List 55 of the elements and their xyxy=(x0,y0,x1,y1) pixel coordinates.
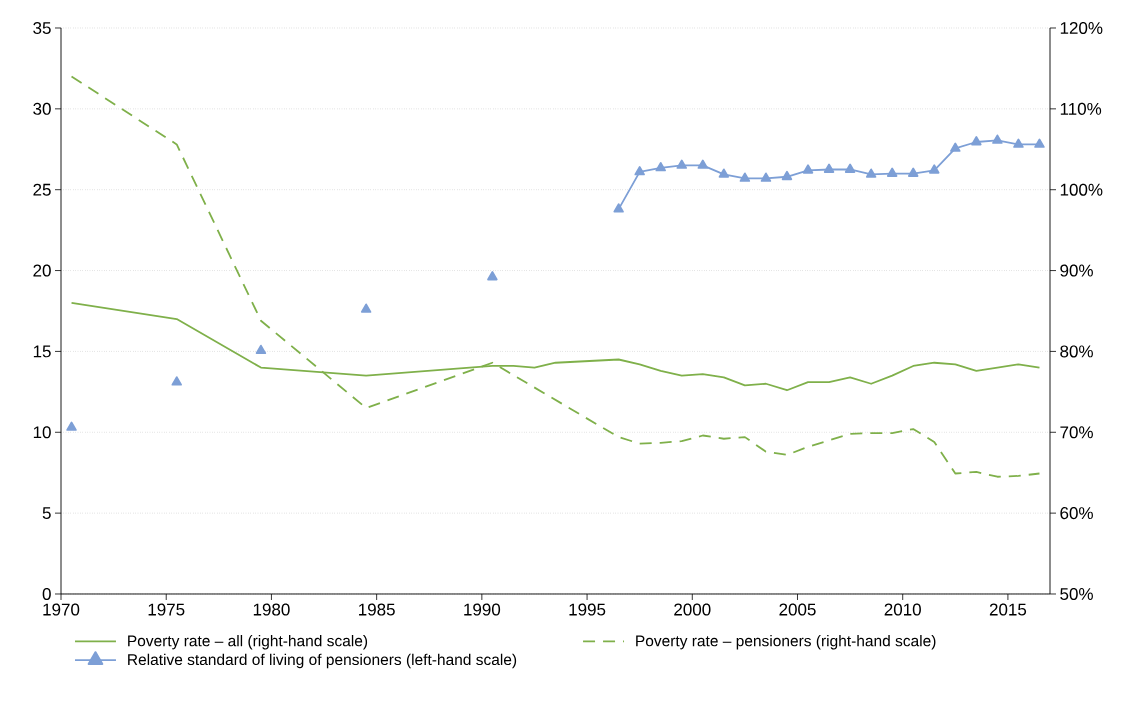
point xyxy=(886,167,898,177)
y2-tick-label: 80% xyxy=(1060,345,1093,358)
y2-tick-label: 100% xyxy=(1060,183,1103,196)
point xyxy=(255,344,267,355)
y-tick-label: 20 xyxy=(33,264,51,277)
point xyxy=(171,376,182,386)
point xyxy=(908,167,919,177)
x-tick-label: 1985 xyxy=(359,603,395,616)
point xyxy=(950,142,961,152)
point xyxy=(487,271,498,281)
point xyxy=(613,203,624,213)
point xyxy=(66,421,77,431)
point xyxy=(865,168,877,178)
point xyxy=(718,168,730,178)
y-tick-label: 5 xyxy=(42,507,51,520)
x-tick-label: 2005 xyxy=(779,603,816,616)
x-tick-label: 1995 xyxy=(569,603,606,616)
y-tick-label: 10 xyxy=(33,426,51,439)
point xyxy=(655,161,666,172)
point xyxy=(634,166,645,176)
y2-tick-label: 50% xyxy=(1060,587,1093,601)
y-tick-label: 35 xyxy=(33,21,51,35)
point xyxy=(844,163,856,173)
point xyxy=(971,136,982,146)
x-tick-label: 2000 xyxy=(674,603,711,616)
x-tick-label: 1990 xyxy=(464,603,501,616)
point xyxy=(802,164,814,174)
point xyxy=(697,159,709,169)
x-tick-label: 2015 xyxy=(989,603,1027,616)
x-tick-label: 1970 xyxy=(43,603,80,616)
legend-label: Poverty rate – pensioners (right-hand scale) xyxy=(636,634,936,650)
y2-tick-label: 110% xyxy=(1060,102,1102,115)
point xyxy=(760,172,772,182)
legend-label: Poverty rate – all (right-hand scale) xyxy=(128,634,368,650)
y2-tick-label: 120% xyxy=(1060,21,1103,35)
y-tick-label: 25 xyxy=(33,183,51,196)
x-tick-label: 1975 xyxy=(148,603,185,616)
point xyxy=(360,303,372,313)
legend-label: Relative standard of living of pensioners (left-hand scale) xyxy=(128,653,517,669)
y-tick-label: 0 xyxy=(42,587,51,601)
y2-tick-label: 70% xyxy=(1060,426,1093,439)
point xyxy=(929,164,940,174)
point xyxy=(823,163,835,173)
y-tick-label: 30 xyxy=(33,102,51,115)
point xyxy=(1034,138,1045,148)
point xyxy=(739,172,751,182)
x-tick-label: 1980 xyxy=(253,603,290,616)
point xyxy=(1013,138,1024,148)
point xyxy=(676,159,687,169)
x-tick-label: 2010 xyxy=(884,603,921,616)
y2-tick-label: 90% xyxy=(1060,264,1093,277)
y-tick-label: 15 xyxy=(33,345,51,358)
point xyxy=(992,134,1003,144)
point xyxy=(781,170,793,181)
y2-tick-label: 60% xyxy=(1060,507,1093,520)
